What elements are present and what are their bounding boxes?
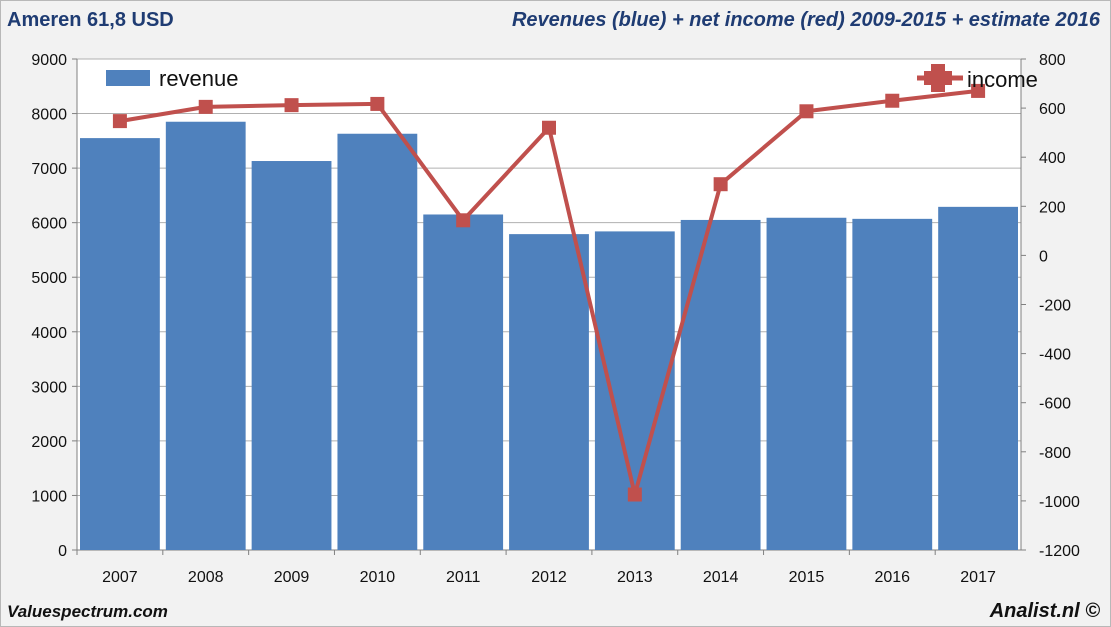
x-axis-tick-label: 2009 xyxy=(274,569,310,586)
x-axis-tick-label: 2012 xyxy=(531,569,567,586)
revenue-bar xyxy=(80,138,160,550)
income-point xyxy=(198,99,213,114)
legend-revenue-swatch xyxy=(106,70,150,86)
income-point xyxy=(370,96,385,111)
right-axis-tick-label: -600 xyxy=(1039,396,1071,413)
x-axis-tick-label: 2015 xyxy=(789,569,825,586)
income-point xyxy=(112,114,127,129)
legend-revenue-label: revenue xyxy=(159,66,239,91)
left-axis-tick-label: 6000 xyxy=(31,216,67,233)
chart-title: Revenues (blue) + net income (red) 2009-… xyxy=(511,9,1100,31)
left-axis-tick-label: 5000 xyxy=(31,270,67,287)
x-axis-tick-label: 2014 xyxy=(703,569,739,586)
left-axis-tick-label: 4000 xyxy=(31,325,67,342)
legend-income-label: income xyxy=(967,67,1038,92)
right-axis-tick-label: 600 xyxy=(1039,101,1066,118)
left-axis-tick-label: 7000 xyxy=(31,161,67,178)
income-point xyxy=(456,213,471,228)
copyright-credit: Analist.nl © xyxy=(989,600,1100,622)
left-axis-tick-label: 0 xyxy=(58,543,67,560)
right-axis-tick-label: 800 xyxy=(1039,52,1066,69)
chart-plot: 0100020003000400050006000700080009000-12… xyxy=(31,52,1080,586)
left-axis-tick-label: 9000 xyxy=(31,52,67,69)
right-axis-tick-label: 400 xyxy=(1039,150,1066,167)
revenue-bar xyxy=(165,121,246,550)
income-point xyxy=(713,177,728,192)
x-axis-tick-label: 2017 xyxy=(960,569,996,586)
stock-title: Ameren 61,8 USD xyxy=(7,9,174,31)
right-axis-tick-label: 200 xyxy=(1039,199,1066,216)
revenue-bar xyxy=(938,206,1018,550)
income-point xyxy=(542,120,556,135)
left-axis-tick-label: 3000 xyxy=(31,379,67,396)
revenue-bar xyxy=(509,234,589,550)
income-point xyxy=(627,487,642,502)
revenue-bar xyxy=(680,219,761,550)
x-axis-tick-label: 2008 xyxy=(188,569,224,586)
right-axis-tick-label: -1200 xyxy=(1039,543,1080,560)
income-point xyxy=(885,93,900,108)
income-point xyxy=(971,83,986,98)
x-axis-tick-label: 2007 xyxy=(102,569,138,586)
left-axis-tick-label: 2000 xyxy=(31,434,67,451)
right-axis-tick-label: -1000 xyxy=(1039,494,1080,511)
left-axis-tick-label: 8000 xyxy=(31,107,67,124)
income-point xyxy=(799,104,814,119)
left-axis-tick-label: 1000 xyxy=(31,488,67,505)
income-point xyxy=(284,98,299,113)
right-axis-tick-label: -400 xyxy=(1039,347,1071,364)
revenue-bar xyxy=(766,217,847,551)
right-axis-tick-label: -200 xyxy=(1039,298,1071,315)
right-axis-tick-label: 0 xyxy=(1039,248,1048,265)
source-credit: Valuespectrum.com xyxy=(7,602,168,621)
revenue-bar xyxy=(423,214,504,550)
x-axis-tick-label: 2016 xyxy=(874,569,910,586)
x-axis-tick-label: 2011 xyxy=(446,569,481,586)
legend-income-marker-h xyxy=(924,71,952,85)
right-axis-tick-label: -800 xyxy=(1039,445,1071,462)
x-axis-tick-label: 2010 xyxy=(360,569,396,586)
revenue-bar xyxy=(251,161,332,550)
revenue-bar xyxy=(337,133,418,551)
x-axis-tick-label: 2013 xyxy=(617,569,653,586)
revenue-bar xyxy=(852,218,933,550)
